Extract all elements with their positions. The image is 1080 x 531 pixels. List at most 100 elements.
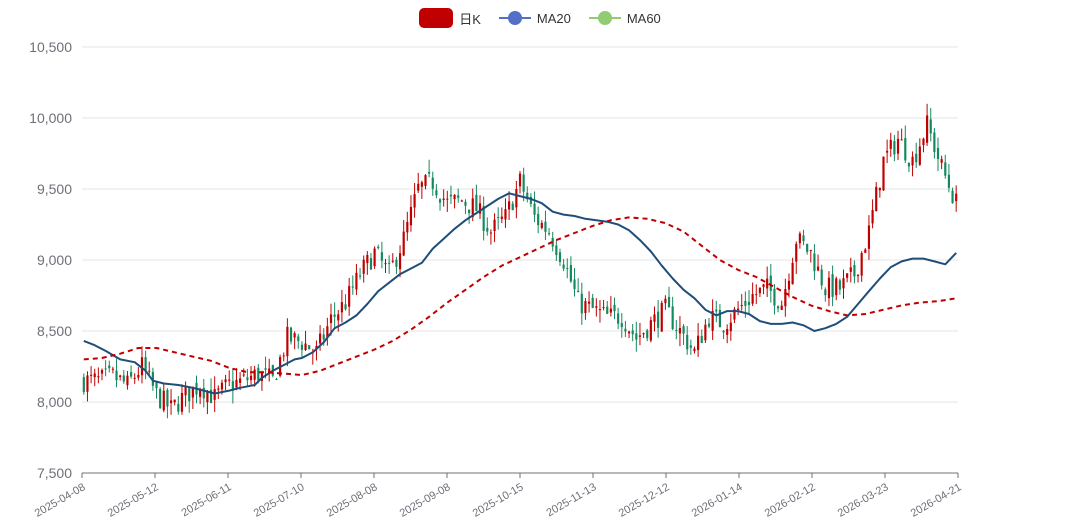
candle-body	[166, 389, 169, 407]
x-tick-label: 2025-04-08	[33, 481, 88, 520]
candle-body	[918, 146, 921, 165]
candle-body	[286, 326, 289, 357]
candle-body	[246, 377, 249, 381]
legend-item-daily-k[interactable]: 日K	[419, 8, 481, 28]
y-tick-label: 10,500	[29, 39, 72, 55]
candle-body	[907, 162, 911, 167]
candle-body	[835, 278, 838, 296]
legend-label-ma60: MA60	[626, 10, 661, 26]
candle-body	[766, 278, 769, 289]
candle-body	[475, 194, 478, 212]
x-tick-label: 2025-08-08	[325, 481, 380, 520]
candle-body	[635, 333, 638, 340]
candle-body	[100, 370, 104, 374]
candle-body	[784, 288, 787, 307]
legend-item-ma60[interactable]: MA60	[588, 10, 661, 26]
candle-body	[318, 333, 322, 344]
candle-body	[468, 209, 471, 214]
candle-body	[657, 311, 660, 328]
candle-body	[624, 328, 627, 332]
x-tick-label: 2026-03-23	[836, 481, 891, 520]
candle-body	[515, 189, 518, 208]
y-tick-label: 10,000	[29, 110, 72, 126]
candle-body	[133, 377, 136, 379]
legend-label-daily-k: 日K	[459, 11, 481, 27]
candle-body	[144, 357, 147, 371]
candle-body	[449, 194, 453, 197]
candle-body	[257, 367, 260, 381]
candle-body	[617, 313, 620, 324]
candle-body	[209, 389, 213, 403]
candle-body	[140, 357, 144, 376]
candle-body	[787, 280, 791, 290]
candle-body	[326, 326, 329, 338]
candle-body	[922, 138, 925, 146]
candle-body	[926, 115, 929, 143]
legend-item-ma20[interactable]: MA20	[498, 11, 571, 26]
candle-body	[591, 297, 594, 308]
candle-body	[464, 201, 467, 206]
candle-body	[584, 301, 587, 313]
candle-body	[733, 309, 736, 320]
candle-body	[875, 186, 878, 212]
candle-body	[598, 309, 602, 311]
candle-body	[806, 243, 809, 252]
candle-body	[104, 368, 107, 370]
candle-body	[842, 278, 845, 289]
candle-body	[526, 192, 529, 200]
candle-body	[780, 305, 783, 310]
candle-body	[253, 369, 256, 380]
candle-body	[337, 314, 340, 321]
candle-body	[239, 378, 242, 383]
x-tick-label: 2025-07-10	[252, 481, 307, 520]
candle-body	[864, 249, 867, 253]
candle-body	[802, 235, 805, 242]
moving-average-lines	[83, 192, 957, 395]
candle-body	[853, 265, 856, 277]
candle-body	[686, 334, 689, 350]
dashed-line-legend-icon	[588, 11, 621, 25]
candle-body	[740, 304, 743, 306]
candle-body	[82, 377, 85, 393]
candle-body	[424, 175, 427, 187]
candle-body	[856, 274, 860, 276]
candle-body	[620, 323, 623, 328]
candle-body	[544, 221, 547, 232]
x-tick-label: 2026-01-14	[690, 481, 745, 520]
candle-body	[297, 336, 300, 342]
candle-body	[111, 368, 114, 370]
candle-body	[606, 306, 609, 314]
candle-body	[827, 277, 831, 299]
candle-body	[769, 275, 772, 291]
candle-body	[275, 378, 278, 380]
candle-body	[420, 182, 423, 187]
candle-body	[824, 289, 827, 296]
candle-body	[613, 304, 616, 312]
candle-body	[228, 379, 231, 381]
candle-body	[155, 382, 158, 389]
candle-body	[711, 311, 714, 331]
candle-body	[384, 263, 387, 265]
candle-body	[758, 287, 761, 294]
candle-body	[446, 198, 449, 200]
candle-body	[293, 333, 296, 338]
candle-body	[489, 232, 493, 234]
candle-body	[322, 334, 325, 340]
candle-body	[151, 371, 154, 386]
candle-body	[199, 390, 202, 397]
candle-legend-icon	[419, 8, 454, 28]
candle-body	[533, 203, 536, 215]
candles	[82, 103, 958, 419]
candle-body	[417, 183, 420, 191]
candle-body	[377, 246, 380, 249]
candle-body	[664, 298, 667, 304]
candle-body	[529, 196, 532, 204]
candle-body	[497, 216, 500, 218]
candle-body	[348, 286, 351, 307]
candle-body	[729, 322, 732, 332]
candle-body	[173, 399, 176, 403]
candle-body	[442, 198, 445, 201]
candle-body	[929, 119, 932, 134]
candle-body	[697, 335, 700, 351]
candle-body	[508, 201, 511, 210]
